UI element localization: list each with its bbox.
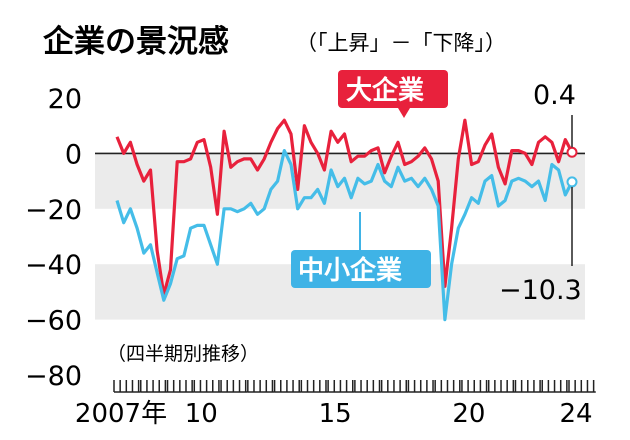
series-line-1 bbox=[115, 149, 574, 322]
y-tick-label: −80 bbox=[25, 361, 82, 392]
series-line-0 bbox=[115, 118, 574, 297]
large-company-end-value: 0.4 bbox=[533, 80, 576, 111]
x-tick-label: 24 bbox=[559, 399, 592, 429]
x-tick-label: 10 bbox=[185, 399, 218, 429]
small-company-end-value: −10.3 bbox=[499, 275, 582, 306]
chart-subtitle: （「上昇」－「下降」） bbox=[296, 31, 506, 55]
large-company-label-box bbox=[338, 70, 448, 108]
small-company-label-box bbox=[291, 250, 431, 288]
y-tick-label: 0 bbox=[65, 139, 82, 170]
series-end-marker-0 bbox=[566, 146, 578, 158]
small-company-label: 中小企業 bbox=[298, 255, 402, 286]
x-axis: 2007年 10 15 20 24 bbox=[75, 380, 596, 429]
watermark: JIJI PRESS bbox=[257, 216, 330, 229]
x-tick-label: 15 bbox=[319, 399, 352, 429]
y-axis: 20 0 −20 −40 −60 −80 bbox=[25, 84, 82, 392]
y-tick-label: −40 bbox=[25, 250, 82, 281]
y-tick-label: −20 bbox=[25, 195, 82, 226]
period-note: （四半期別推移） bbox=[107, 343, 259, 365]
large-company-label: 大企業 bbox=[346, 75, 424, 106]
x-tick-label: 20 bbox=[452, 399, 485, 429]
series-lines bbox=[115, 108, 578, 322]
chart-title: 企業の景況感 bbox=[43, 24, 229, 60]
y-tick-label: 20 bbox=[48, 84, 82, 115]
series-end-marker-1 bbox=[566, 176, 578, 188]
large-company-label-pointer bbox=[398, 108, 410, 118]
x-tick-label: 2007年 bbox=[75, 399, 167, 429]
y-tick-label: −60 bbox=[25, 306, 82, 337]
